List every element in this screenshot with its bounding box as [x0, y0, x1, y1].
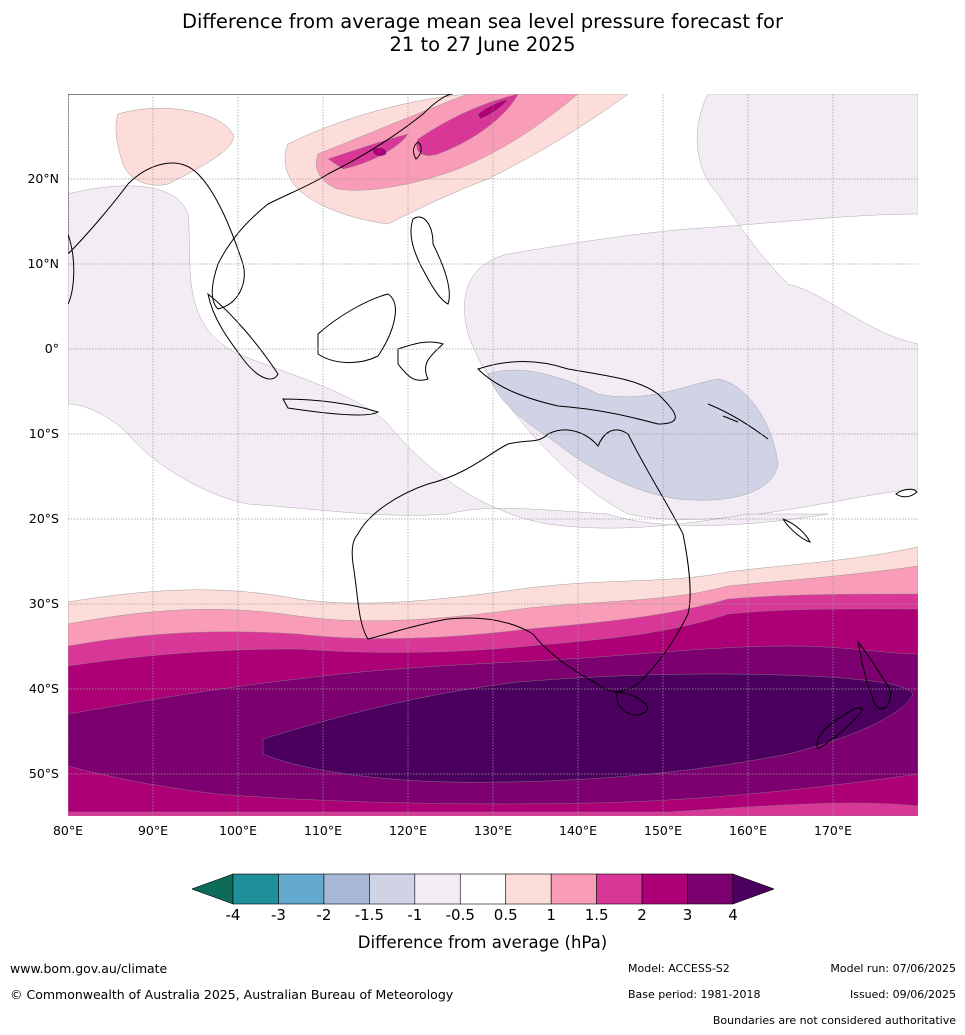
map-plot-area — [68, 94, 918, 816]
colorbar-tick-label: -4 — [225, 906, 241, 924]
contour-above-4-south — [262, 673, 914, 783]
colorbar-tick-label: -3 — [270, 906, 286, 924]
lon-label-170e: 170°E — [813, 823, 853, 838]
lat-label-20n: 20°N — [27, 171, 59, 186]
colorbar-swatch-2 — [278, 873, 325, 905]
lat-label-10s: 10°S — [28, 426, 59, 441]
footer-base-period: Base period: 1981-2018 — [628, 988, 761, 1001]
colorbar-tick-label: -2 — [316, 906, 332, 924]
lat-label-0: 0° — [44, 341, 59, 356]
lon-label-100e: 100°E — [218, 823, 258, 838]
new-caledonia-coastline — [781, 517, 811, 543]
footer-website-link[interactable]: www.bom.gov.au/climate — [10, 961, 168, 976]
colorbar-swatch-1 — [232, 873, 279, 905]
borneo-coastline — [317, 293, 396, 364]
sumatra-coastline — [207, 292, 279, 380]
contour-above-2-north — [372, 98, 509, 157]
mainland-asia-coastline — [68, 94, 454, 310]
colorbar-swatch-4 — [369, 873, 416, 905]
contour-neg-0-5-to-neg-1-indian — [68, 185, 829, 529]
lat-label-10n: 10°N — [27, 256, 59, 271]
lon-label-120e: 120°E — [388, 823, 428, 838]
colorbar-extend-high — [732, 873, 774, 905]
colorbar-title: Difference from average (hPa) — [357, 933, 608, 952]
footer-model-run: Model run: 07/06/2025 — [830, 962, 956, 975]
colorbar-tick-label: 1.5 — [584, 906, 609, 924]
lat-label-20s: 20°S — [28, 511, 59, 526]
footer-model: Model: ACCESS-S2 — [628, 962, 730, 975]
title-line-1: Difference from average mean sea level p… — [182, 10, 783, 33]
title-line-2: 21 to 27 June 2025 — [389, 33, 576, 56]
fiji-coastline — [895, 488, 918, 498]
colorbar-tick-label: -1 — [407, 906, 423, 924]
colorbar — [192, 873, 774, 905]
colorbar-swatch-11 — [687, 873, 734, 905]
taiwan-coastline — [413, 141, 422, 160]
java-coastline — [282, 398, 380, 416]
lat-label-30s: 30°S — [28, 596, 59, 611]
new-zealand-north-coastline — [857, 640, 892, 710]
lon-label-140e: 140°E — [558, 823, 598, 838]
colorbar-extend-low — [192, 873, 234, 905]
tasmania-coastline — [615, 691, 649, 716]
footer-copyright: © Commonwealth of Australia 2025, Austra… — [10, 987, 454, 1002]
colorbar-swatch-3 — [323, 873, 370, 905]
solomon-islands-coastline — [707, 403, 769, 440]
sulawesi-coastline — [397, 341, 444, 381]
lon-label-150e: 150°E — [643, 823, 683, 838]
northern-anomaly-contours — [115, 94, 629, 225]
lon-label-80e: 80°E — [52, 823, 84, 838]
footer-disclaimer: Boundaries are not considered authoritat… — [712, 1014, 956, 1027]
philippines-coastline — [410, 216, 450, 305]
chart-title: Difference from average mean sea level p… — [0, 10, 965, 56]
colorbar-tick-label: 1 — [546, 906, 556, 924]
colorbar-tick-label: 0.5 — [493, 906, 518, 924]
contour-0-5-to-1-north — [115, 108, 234, 186]
australia-coastline — [351, 429, 691, 692]
india-coastline — [68, 233, 75, 305]
colorbar-tick-label: 2 — [637, 906, 647, 924]
lat-label-50s: 50°S — [28, 766, 59, 781]
colorbar-swatch-10 — [641, 873, 688, 905]
lat-label-40s: 40°S — [28, 681, 59, 696]
colorbar-swatch-7 — [505, 873, 552, 905]
lon-label-160e: 160°E — [728, 823, 768, 838]
colorbar-tick-label: -1.5 — [354, 906, 384, 924]
colorbar-tick-label: -0.5 — [445, 906, 475, 924]
contour-neg-1-to-neg-1-5 — [487, 369, 779, 501]
colorbar-swatches — [192, 873, 774, 905]
lon-label-110e: 110°E — [303, 823, 343, 838]
new-guinea-coastline — [477, 361, 676, 425]
lon-label-90e: 90°E — [137, 823, 169, 838]
colorbar-swatch-8 — [550, 873, 597, 905]
colorbar-tick-label: 3 — [682, 906, 693, 924]
colorbar-swatch-9 — [596, 873, 643, 905]
pressure-anomaly-map — [68, 94, 918, 816]
coastlines — [68, 94, 918, 750]
colorbar-swatch-6 — [459, 873, 507, 905]
colorbar-tick-label: 4 — [728, 906, 738, 924]
new-zealand-south-coastline — [816, 707, 864, 750]
footer-issued: Issued: 09/06/2025 — [849, 988, 956, 1001]
lon-label-130e: 130°E — [473, 823, 513, 838]
colorbar-swatch-5 — [414, 873, 461, 905]
graticule — [68, 94, 918, 816]
